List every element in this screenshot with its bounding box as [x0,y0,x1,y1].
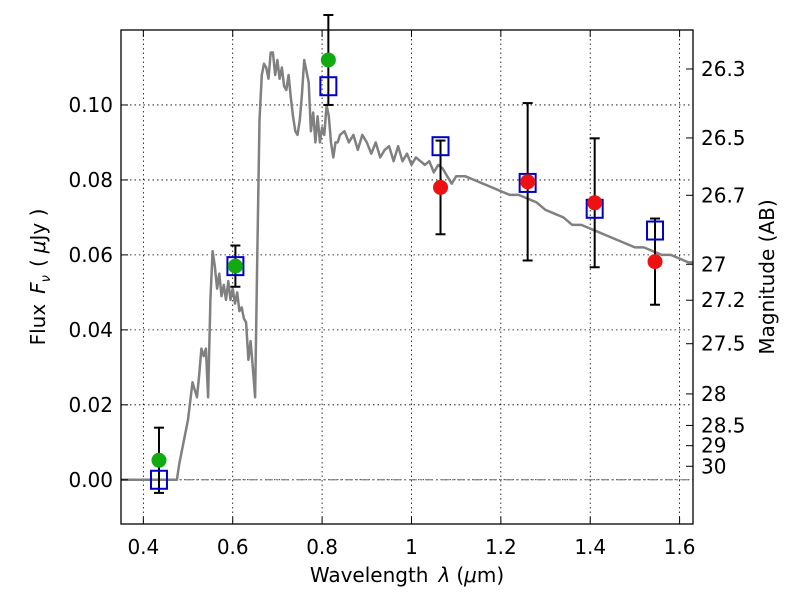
y-tick-label: 0.00 [68,468,113,492]
observed-flux-point [587,195,603,211]
x-tick-label: 1.4 [574,535,606,559]
model-flux-square [518,172,537,193]
y-tick-label: 0.08 [68,168,113,192]
magnitude-tick-label: 26.5 [701,126,746,150]
x-tick-label: 0.8 [306,535,338,559]
observed-flux-point [520,174,536,190]
model-flux-square [646,220,665,241]
y-axis-label: FluxFν(μJy ) [26,209,54,346]
y-tick-label: 0.06 [68,243,113,267]
x-tick-label: 0.4 [127,535,159,559]
model-flux-square [226,256,245,277]
y2-axis-label: Magnitude (AB) [755,199,779,354]
model-spectrum-line [121,51,693,482]
observed-flux-point [227,258,243,274]
model-flux-square [149,469,168,490]
observed-flux-point [151,452,167,468]
magnitude-tick-label: 26.7 [701,183,746,207]
y-tick-label: 0.02 [68,393,113,417]
magnitude-tick-label: 26.3 [701,57,746,81]
tick-labels: 0.4 0.6 0.8 1 1.2 1.4 1.6 0.00 0.02 0.04 0.06 0.08 0… [68,57,745,559]
plot-frame [120,29,694,525]
magnitude-tick-label: 30 [701,454,726,478]
y-tick-label: 0.04 [68,318,113,342]
x-tick-label: 1 [405,535,418,559]
grid [121,30,693,524]
magnitude-tick-label: 28.5 [701,413,746,437]
magnitude-tick-label: 27.5 [701,332,746,356]
x-tick-label: 1.6 [664,535,696,559]
observed-flux-point [433,179,449,195]
y-tick-label: 0.10 [68,93,113,117]
model-flux-square [319,76,338,97]
observed-flux-point [320,52,336,68]
axis-ticks [121,30,693,524]
magnitude-tick-label: 28 [701,382,726,406]
x-tick-label: 1.2 [485,535,517,559]
magnitude-tick-label: 27 [701,252,726,276]
model-flux-square [431,136,450,157]
magnitude-tick-label: 29 [701,434,726,458]
observed-flux-point [647,254,663,270]
x-axis-label: Wavelength λ (μm) [310,563,504,587]
x-tick-label: 0.6 [217,535,249,559]
magnitude-tick-label: 27.2 [701,288,746,312]
